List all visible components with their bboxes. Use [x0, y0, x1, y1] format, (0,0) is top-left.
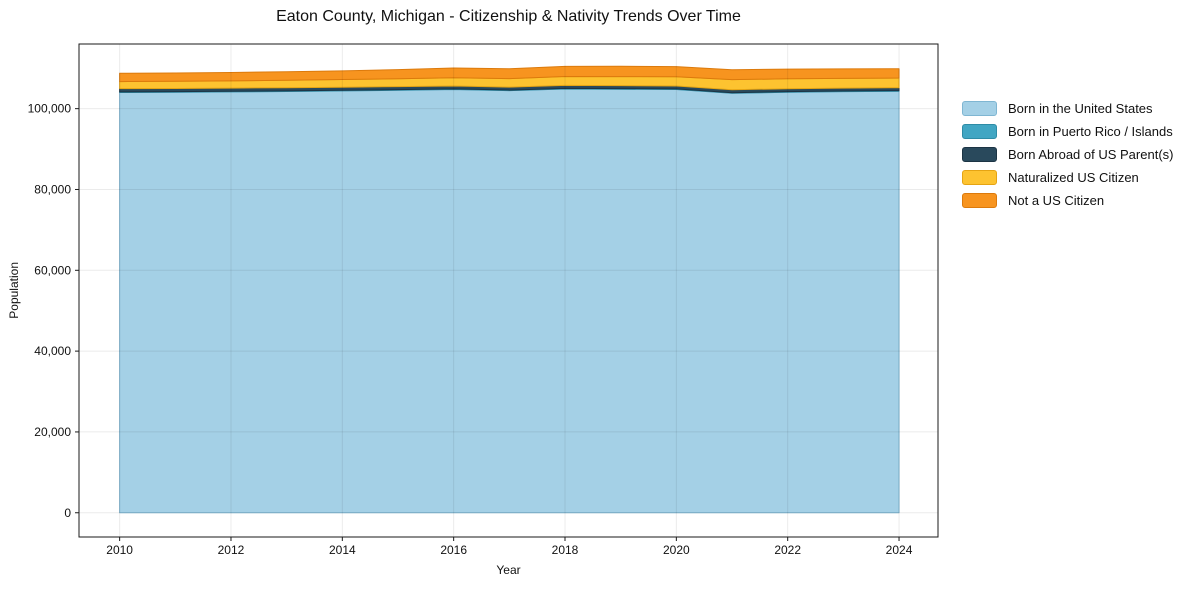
chart-title: Eaton County, Michigan - Citizenship & N…: [276, 8, 741, 25]
legend-item-born-in-the-united-states: Born in the United States: [962, 101, 1173, 116]
legend-item-born-in-puerto-rico-islands: Born in Puerto Rico / Islands: [962, 124, 1173, 139]
x-tick-label: 2010: [106, 543, 133, 557]
plot-border: [78, 43, 939, 538]
legend-label: Naturalized US Citizen: [1008, 170, 1139, 185]
x-tick-label: 2018: [552, 543, 579, 557]
x-tick-label: 2022: [774, 543, 801, 557]
legend-swatch-icon: [962, 170, 997, 185]
y-tick-label: 40,000: [34, 344, 71, 358]
x-tick-label: 2016: [440, 543, 467, 557]
legend-label: Not a US Citizen: [1008, 193, 1105, 208]
legend: Born in the United States Born in Puerto …: [962, 101, 1173, 208]
x-tick-label: 2024: [886, 543, 913, 557]
y-tick-label: 0: [64, 506, 71, 520]
x-axis-label: Year: [496, 563, 521, 577]
y-tick-label: 60,000: [34, 263, 71, 277]
legend-label: Born in Puerto Rico / Islands: [1008, 124, 1173, 139]
legend-item-not-a-us-citizen: Not a US Citizen: [962, 193, 1173, 208]
y-tick-label: 100,000: [28, 102, 72, 116]
x-tick-label: 2020: [663, 543, 690, 557]
legend-swatch-icon: [962, 124, 997, 139]
legend-item-naturalized-us-citizen: Naturalized US Citizen: [962, 170, 1173, 185]
legend-swatch-icon: [962, 147, 997, 162]
area-not-a-us-citizen: [119, 65, 900, 83]
y-tick-label: 20,000: [34, 425, 71, 439]
area-born-in-the-united-states: [119, 88, 900, 514]
x-tick-label: 2014: [329, 543, 356, 557]
legend-swatch-icon: [962, 101, 997, 116]
legend-label: Born Abroad of US Parent(s): [1008, 147, 1174, 162]
legend-label: Born in the United States: [1008, 101, 1153, 116]
legend-item-born-abroad-of-us-parent-s: Born Abroad of US Parent(s): [962, 147, 1173, 162]
y-tick-label: 80,000: [34, 182, 71, 196]
x-tick-label: 2012: [218, 543, 245, 557]
legend-swatch-icon: [962, 193, 997, 208]
